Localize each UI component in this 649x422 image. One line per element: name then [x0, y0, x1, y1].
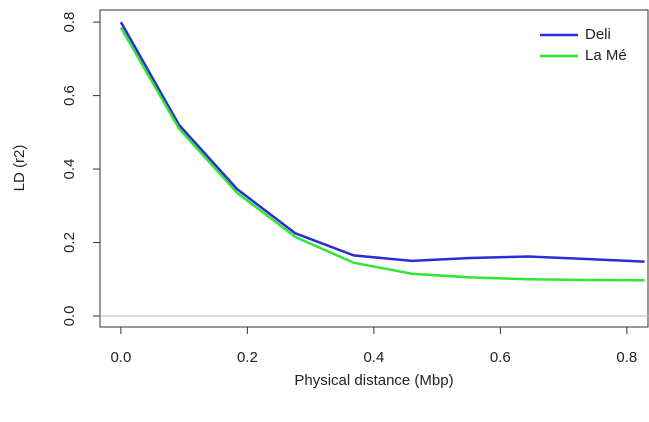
x-tick-label: 0.8 — [616, 349, 637, 366]
x-tick-label: 0.0 — [110, 349, 131, 366]
y-tick-label: 0.2 — [61, 232, 78, 253]
y-tick-label: 0.6 — [61, 85, 78, 106]
x-tick-label: 0.2 — [237, 349, 258, 366]
x-axis-label: Physical distance (Mbp) — [294, 372, 453, 389]
y-axis-label: LD (r2) — [11, 145, 28, 192]
legend-label: Deli — [585, 26, 611, 43]
y-tick-label: 0.0 — [61, 306, 78, 327]
y-tick-label: 0.8 — [61, 12, 78, 33]
x-tick-label: 0.4 — [363, 349, 384, 366]
series-line — [119, 27, 645, 282]
series-line — [119, 21, 645, 263]
x-tick-label: 0.6 — [490, 349, 511, 366]
legend-label: La Mé — [585, 47, 627, 64]
plot-area — [119, 21, 645, 282]
y-tick-label: 0.4 — [61, 159, 78, 180]
